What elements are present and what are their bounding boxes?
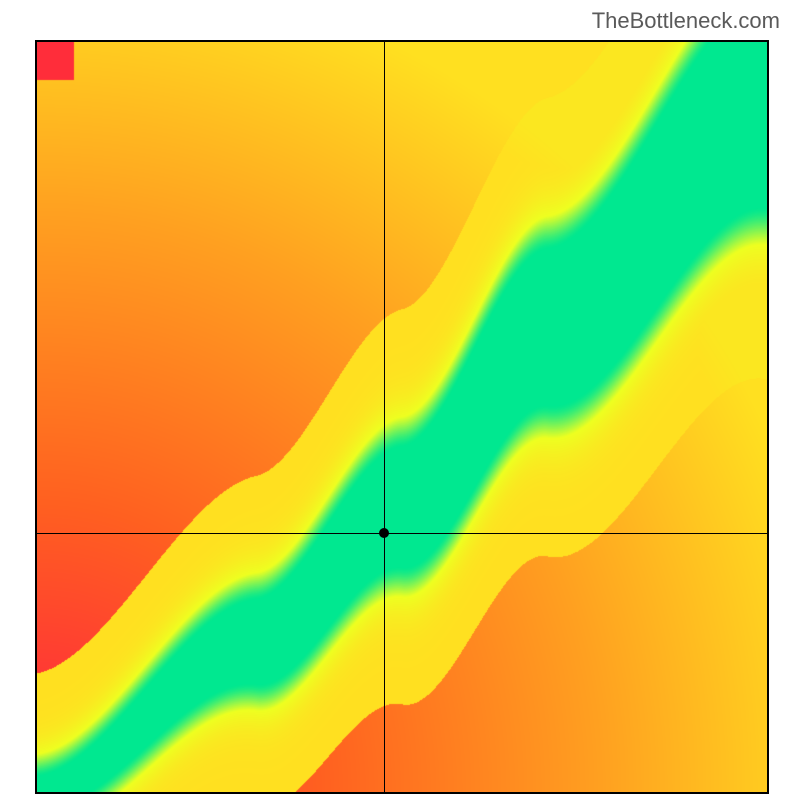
marker-dot	[379, 528, 389, 538]
crosshair-horizontal	[37, 533, 767, 534]
watermark-text: TheBottleneck.com	[592, 8, 780, 34]
heatmap-canvas	[37, 42, 767, 792]
crosshair-vertical	[384, 42, 385, 792]
heatmap-chart	[35, 40, 769, 794]
